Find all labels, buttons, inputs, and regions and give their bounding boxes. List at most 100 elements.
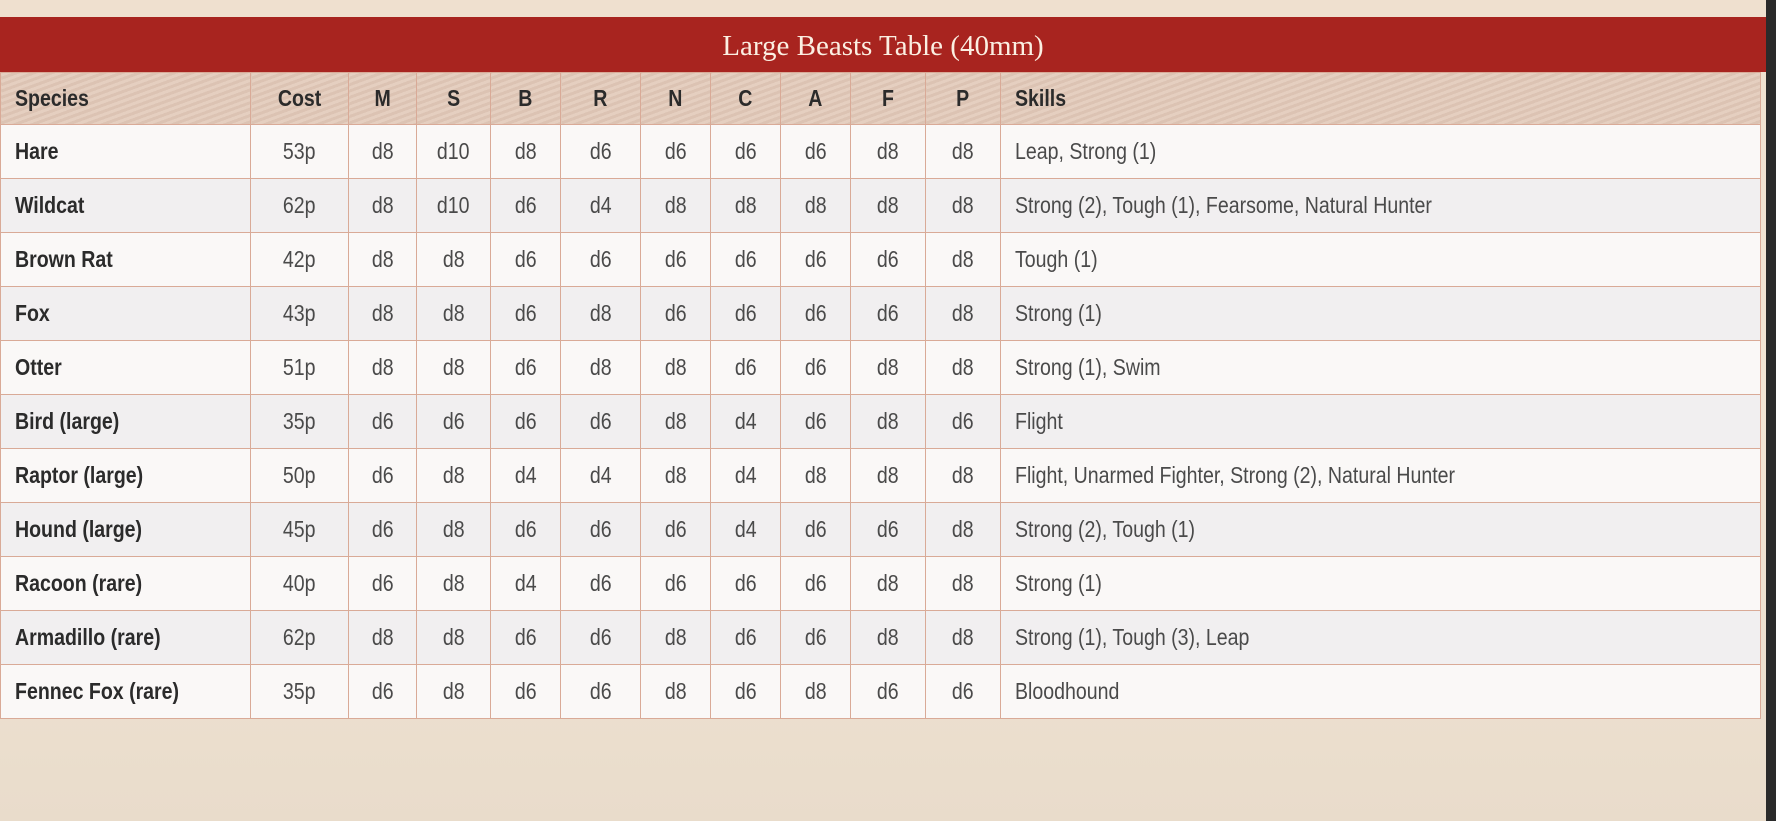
- cell-text: 51p: [283, 354, 316, 380]
- cell-m: d8: [348, 232, 417, 287]
- cell-skills: Strong (2), Tough (1): [1000, 502, 1761, 557]
- cell-text: d6: [514, 300, 537, 326]
- cell-skills: Leap, Strong (1): [1000, 124, 1761, 179]
- cell-p: d8: [925, 556, 1001, 611]
- cell-f: d6: [850, 502, 926, 557]
- cell-text: 50p: [283, 462, 316, 488]
- cell-text: d6: [371, 516, 394, 542]
- cell-a: d6: [780, 556, 851, 611]
- cell-text: d8: [371, 192, 394, 218]
- table-row: Fox 43p d8 d8 d6 d8 d6 d6 d6 d6 d8 Strong (1): [0, 286, 1761, 341]
- cell-c: d4: [710, 502, 781, 557]
- cell-text: d6: [804, 138, 827, 164]
- cell-text: d6: [664, 570, 687, 596]
- cell-text: d8: [877, 624, 899, 650]
- cell-text: d6: [514, 246, 537, 272]
- cell-text: d8: [952, 246, 974, 272]
- cell-text: d8: [664, 624, 687, 650]
- cell-text: d8: [877, 462, 899, 488]
- column-header-label: A: [808, 85, 823, 111]
- cell-text: 42p: [283, 246, 316, 272]
- cell-c: d6: [710, 340, 781, 395]
- page-edge: [1766, 0, 1776, 821]
- cell-text: d6: [371, 570, 394, 596]
- cell-b: d4: [490, 448, 561, 503]
- cell-b: d6: [490, 178, 561, 233]
- cell-cost: 53p: [250, 124, 349, 179]
- cell-r: d6: [560, 664, 641, 719]
- cell-text: d6: [734, 354, 757, 380]
- cell-m: d8: [348, 124, 417, 179]
- cell-f: d8: [850, 394, 926, 449]
- cell-species: Bird (large): [0, 394, 251, 449]
- cell-p: d8: [925, 232, 1001, 287]
- cell-n: d6: [640, 124, 711, 179]
- cell-f: d8: [850, 340, 926, 395]
- cell-text: d8: [442, 678, 465, 704]
- large-beasts-table: Large Beasts Table (40mm) Species Cost M S B…: [0, 17, 1766, 719]
- cell-n: d8: [640, 610, 711, 665]
- table-row: Otter 51p d8 d8 d6 d8 d8 d6 d6 d8 d8 Strong (1), Sw…: [0, 340, 1761, 395]
- cell-text: d6: [514, 192, 537, 218]
- cell-s: d10: [416, 178, 491, 233]
- cell-a: d6: [780, 232, 851, 287]
- cell-text: d6: [589, 246, 612, 272]
- table-row: Hound (large) 45p d6 d8 d6 d6 d6 d4 d6 d6 d8 Strong…: [0, 502, 1761, 557]
- cell-c: d6: [710, 124, 781, 179]
- cell-r: d6: [560, 124, 641, 179]
- cell-f: d6: [850, 664, 926, 719]
- cell-text: d8: [664, 354, 687, 380]
- cell-text: d8: [442, 624, 465, 650]
- cell-m: d6: [348, 448, 417, 503]
- cell-species: Wildcat: [0, 178, 251, 233]
- cell-species: Fennec Fox (rare): [0, 664, 251, 719]
- cell-s: d8: [416, 664, 491, 719]
- cell-skills: Strong (2), Tough (1), Fearsome, Natural…: [1000, 178, 1761, 233]
- cell-text: Leap, Strong (1): [1015, 138, 1157, 164]
- cell-r: d6: [560, 394, 641, 449]
- cell-r: d6: [560, 232, 641, 287]
- cell-skills: Strong (1): [1000, 556, 1761, 611]
- cell-p: d8: [925, 178, 1001, 233]
- cell-text: d4: [734, 516, 757, 542]
- cell-text: d6: [804, 246, 827, 272]
- column-header-label: S: [446, 85, 461, 111]
- header-row: Species Cost M S B R N C A F P Skills: [0, 72, 1761, 125]
- column-header-label: Species: [15, 85, 89, 111]
- cell-b: d6: [490, 394, 561, 449]
- cell-text: Armadillo (rare): [15, 624, 161, 650]
- cell-n: d6: [640, 502, 711, 557]
- cell-text: d6: [734, 300, 757, 326]
- cell-text: d8: [877, 138, 899, 164]
- cell-cost: 45p: [250, 502, 349, 557]
- cell-m: d8: [348, 178, 417, 233]
- cell-s: d8: [416, 448, 491, 503]
- cell-text: d6: [952, 678, 974, 704]
- column-header-label: P: [956, 85, 970, 111]
- cell-c: d6: [710, 610, 781, 665]
- column-header-label: N: [668, 85, 683, 111]
- cell-text: d6: [877, 678, 899, 704]
- cell-text: d8: [664, 408, 687, 434]
- cell-species: Fox: [0, 286, 251, 341]
- cell-text: d4: [589, 192, 612, 218]
- cell-text: d8: [952, 516, 974, 542]
- cell-c: d6: [710, 664, 781, 719]
- stats-table: Species Cost M S B R N C A F P Skills Hare 53p d8 d10 d…: [0, 72, 1761, 719]
- cell-text: Raptor (large): [15, 462, 144, 488]
- cell-text: Fox: [15, 300, 50, 326]
- cell-species: Armadillo (rare): [0, 610, 251, 665]
- cell-b: d6: [490, 286, 561, 341]
- table-row: Brown Rat 42p d8 d8 d6 d6 d6 d6 d6 d6 d8 Tough (1): [0, 232, 1761, 287]
- cell-n: d8: [640, 448, 711, 503]
- table-row: Armadillo (rare) 62p d8 d8 d6 d6 d8 d6 d6 d8 d8 Str…: [0, 610, 1761, 665]
- cell-text: Flight, Unarmed Fighter, Strong (2), Nat…: [1015, 462, 1456, 488]
- cell-text: d8: [664, 192, 687, 218]
- cell-n: d6: [640, 232, 711, 287]
- cell-b: d6: [490, 340, 561, 395]
- cell-text: d8: [442, 300, 465, 326]
- cell-s: d8: [416, 232, 491, 287]
- cell-c: d6: [710, 232, 781, 287]
- cell-text: d6: [877, 300, 899, 326]
- cell-text: Racoon (rare): [15, 570, 143, 596]
